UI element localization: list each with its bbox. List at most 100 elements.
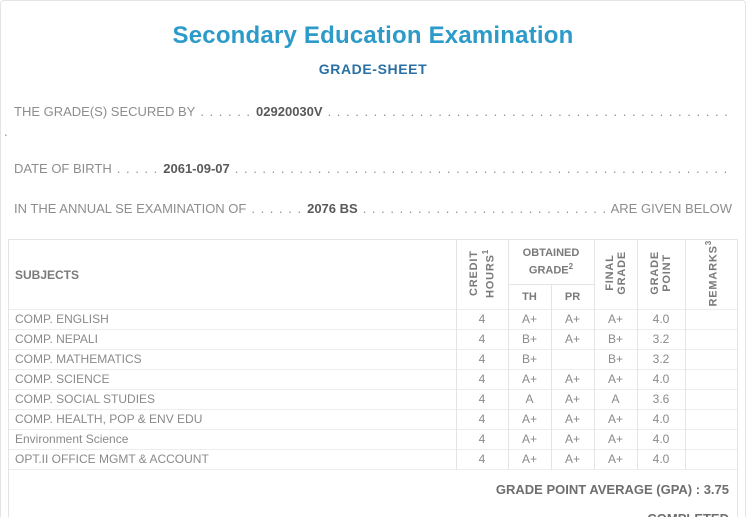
remarks-footnote-sup: 3 [703, 240, 713, 246]
credit-cell: 4 [455, 449, 508, 470]
grade-table: SUBJECTS CREDIT HOURS1 OBTAINED GRADE2 FI… [9, 240, 737, 470]
subject-cell: COMP. NEPALI [9, 329, 456, 350]
grade-point-label-line1: GRADE [649, 251, 661, 296]
pr-grade-cell: A+ [550, 309, 594, 330]
subject-cell: COMP. MATHEMATICS [9, 349, 456, 370]
pr-grade-cell: A+ [550, 329, 594, 350]
final-grade-cell: A [593, 389, 637, 410]
remarks-cell [684, 429, 737, 450]
credit-cell: 4 [455, 329, 508, 350]
table-row: COMP. SOCIAL STUDIES 4 A A+ A 3.6 [9, 389, 737, 410]
obtained-grade-footnote-sup: 2 [568, 262, 574, 272]
final-label-line1: FINAL [603, 255, 616, 292]
remarks-cell [684, 349, 737, 370]
grade-point-cell: 4.0 [636, 309, 685, 330]
dots-leader: . . . . . . . . . . . . . . . . . . . . … [362, 201, 607, 216]
table-row: COMP. MATHEMATICS 4 B+ B+ 3.2 [9, 349, 737, 370]
date-of-birth-label: DATE OF BIRTH [14, 161, 112, 176]
grades-secured-line: THE GRADE(S) SECURED BY . . . . . . 0292… [8, 104, 738, 120]
date-of-birth-line: DATE OF BIRTH . . . . . 2061-09-07 . . .… [8, 161, 738, 177]
column-header-credit-hours: CREDIT HOURS1 [455, 240, 508, 310]
grade-point-cell: 4.0 [636, 409, 685, 430]
pr-grade-cell: A+ [550, 429, 594, 450]
subject-cell: COMP. SCIENCE [9, 369, 456, 390]
remarks-cell [684, 369, 737, 390]
subject-cell: COMP. ENGLISH [9, 309, 456, 330]
subject-cell: COMP. SOCIAL STUDIES [9, 389, 456, 410]
grade-point-cell: 3.2 [636, 329, 685, 350]
th-grade-cell: B+ [507, 329, 551, 350]
examination-year-label: IN THE ANNUAL SE EXAMINATION OF [14, 201, 247, 216]
final-grade-vertical-label: FINAL GRADE [604, 251, 628, 295]
table-row: COMP. ENGLISH 4 A+ A+ A+ 4.0 [9, 309, 737, 330]
credit-cell: 4 [455, 309, 508, 330]
subject-cell: COMP. HEALTH, POP & ENV EDU [9, 409, 456, 430]
date-of-birth-value: 2061-09-07 [163, 161, 230, 176]
page-title: Secondary Education Examination [172, 22, 574, 49]
final-label-line2: GRADE [615, 251, 628, 296]
grade-point-cell: 3.2 [636, 349, 685, 370]
pr-grade-cell: A+ [550, 369, 594, 390]
obtained-grade-label: OBTAINED GRADE [522, 247, 580, 277]
dots-leader-wrap: . [4, 124, 8, 139]
final-grade-cell: A+ [593, 309, 637, 330]
grades-secured-label: THE GRADE(S) SECURED BY [14, 104, 196, 119]
table-row: COMP. HEALTH, POP & ENV EDU 4 A+ A+ A+ 4… [9, 409, 737, 430]
remarks-vertical-label: REMARKS3 [703, 240, 720, 306]
table-row: COMP. SCIENCE 4 A+ A+ A+ 4.0 [9, 369, 737, 390]
examination-year-line: IN THE ANNUAL SE EXAMINATION OF . . . . … [8, 201, 738, 217]
final-grade-cell: A+ [593, 449, 637, 470]
remarks-cell [684, 409, 737, 430]
grade-point-cell: 4.0 [636, 369, 685, 390]
remarks-cell [684, 389, 737, 410]
column-header-final-grade: FINAL GRADE [593, 240, 637, 310]
final-grade-cell: A+ [593, 369, 637, 390]
final-grade-cell: A+ [593, 429, 637, 450]
gpa-label: GRADE POINT AVERAGE (GPA) : [495, 482, 701, 498]
final-grade-cell: B+ [593, 329, 637, 350]
credit-footnote-sup: 1 [480, 248, 490, 254]
column-header-subjects: SUBJECTS [15, 267, 80, 282]
remarks-label: REMARKS [707, 245, 720, 307]
table-row: Environment Science 4 A+ A+ A+ 4.0 [9, 429, 737, 450]
pr-grade-cell: A+ [550, 409, 594, 430]
credit-label-line1: CREDIT [467, 250, 480, 297]
final-grade-cell: A+ [593, 409, 637, 430]
dots-leader: . . . . . . . . . . . . . . . . . . . . … [234, 161, 732, 176]
grade-point-cell: 3.6 [636, 389, 685, 410]
column-header-grade-point: GRADE POINT [636, 240, 685, 310]
pr-grade-cell: A+ [550, 449, 594, 470]
grade-point-cell: 4.0 [636, 429, 685, 450]
grade-point-vertical-label: GRADE POINT [649, 251, 673, 295]
th-grade-cell: A+ [507, 409, 551, 430]
credit-cell: 4 [455, 369, 508, 390]
subject-cell: Environment Science [9, 429, 456, 450]
th-grade-cell: A+ [507, 369, 551, 390]
column-header-pr: PR [550, 284, 594, 310]
dots-leader: . . . . . [116, 161, 159, 176]
grade-point-label-line2: POINT [661, 254, 673, 293]
th-grade-cell: A+ [507, 429, 551, 450]
column-header-th: TH [507, 284, 551, 310]
symbol-number-value: 02920030V [256, 104, 323, 119]
dots-leader: . . . . . . . . . . . . . . . . . . . . … [327, 104, 732, 119]
dots-leader: . . . . . . [200, 104, 252, 119]
credit-cell: 4 [455, 409, 508, 430]
page-subtitle: GRADE-SHEET [318, 61, 428, 77]
examination-year-value: 2076 BS [307, 201, 358, 216]
th-grade-cell: A+ [507, 449, 551, 470]
are-given-below-label: ARE GIVEN BELOW [610, 201, 732, 216]
remarks-cell [684, 309, 737, 330]
subject-cell: OPT.II OFFICE MGMT & ACCOUNT [9, 449, 456, 470]
pr-grade-cell [550, 349, 594, 370]
remarks-cell [684, 329, 737, 350]
final-grade-cell: B+ [593, 349, 637, 370]
grade-point-cell: 4.0 [636, 449, 685, 470]
pr-grade-cell: A+ [550, 389, 594, 410]
credit-cell: 4 [455, 389, 508, 410]
credit-cell: 4 [455, 349, 508, 370]
credit-hours-vertical-label: CREDIT HOURS1 [468, 249, 497, 298]
th-grade-cell: B+ [507, 349, 551, 370]
dots-leader: . . . . . . [251, 201, 303, 216]
credit-cell: 4 [455, 429, 508, 450]
